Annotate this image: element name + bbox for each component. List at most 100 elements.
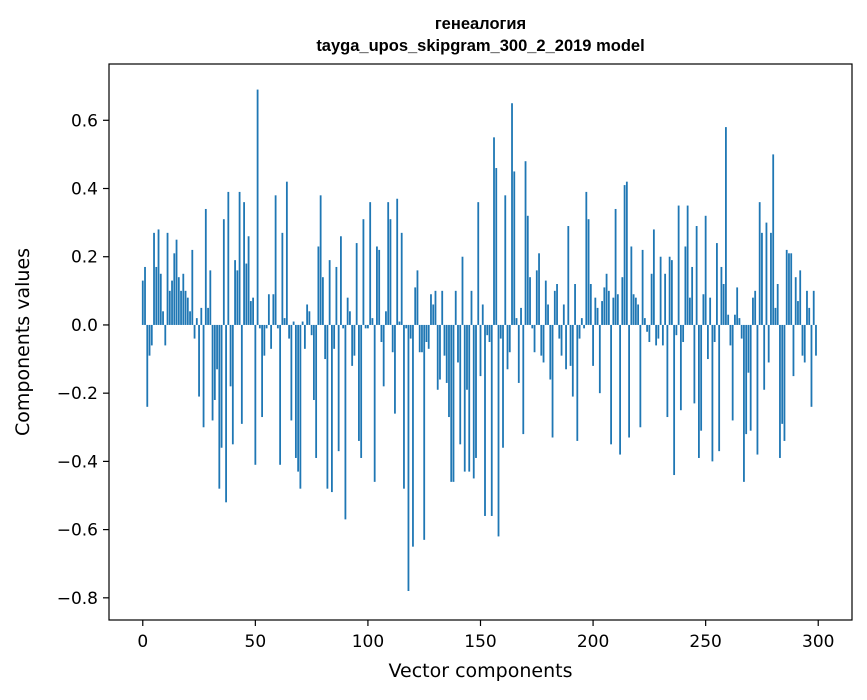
bar [619,324,621,455]
bar [272,294,275,325]
bar [331,324,333,493]
bar [342,324,345,329]
bar [211,324,214,421]
bar [574,284,576,325]
bar [171,280,173,325]
bar [427,324,430,349]
bar [693,324,696,404]
bar [628,324,630,438]
bar [743,324,745,482]
bar [583,324,585,329]
bar [513,171,516,325]
bar [164,324,167,346]
bar [240,324,243,424]
bar [285,181,288,325]
bar [254,324,257,465]
y-axis-label: Components values [12,248,34,436]
bar [522,324,525,435]
bar [450,324,453,482]
bar [180,290,182,325]
bar [603,287,606,325]
y-tick-label: 0.2 [71,248,98,268]
bar [558,324,561,339]
x-axis-label: Vector components [389,660,573,682]
bar [569,324,572,366]
chart-title: генеалогия [435,15,526,33]
bar [290,324,293,421]
x-tick-label: 150 [464,632,496,652]
bar [709,297,712,325]
bar [198,324,200,397]
bar [704,215,707,325]
bar [423,324,426,540]
bar [216,324,218,370]
bar [150,324,153,346]
bar [488,324,491,342]
bar [193,324,196,339]
bar [461,256,464,325]
bar [173,253,176,325]
bar [668,256,671,325]
bar [146,324,149,407]
bar [691,266,694,325]
bar [799,270,802,325]
bar [754,290,757,325]
bar [182,273,185,325]
bar [490,324,493,516]
y-tick-label: −0.6 [57,521,98,541]
bar [529,277,531,325]
bar [396,198,399,325]
bar [571,324,574,397]
bar [770,232,772,325]
bar [655,324,658,346]
bar [306,304,309,325]
bar [788,253,790,325]
bar [812,290,815,325]
bar [634,297,637,325]
bar [542,324,545,363]
bar [326,324,329,489]
bar [267,294,270,325]
bar [772,154,775,325]
bar [781,324,784,424]
bar [166,232,169,325]
bar [454,290,457,325]
bar [436,324,439,390]
bar [141,280,144,325]
bar [576,324,579,441]
bar [470,290,473,325]
bar [245,263,248,325]
bar [243,202,245,325]
bar [756,324,759,455]
bar [148,324,151,356]
bar [752,297,754,325]
bar [448,324,450,418]
bar [252,297,254,325]
bar [607,290,610,325]
bar [562,304,565,325]
bar [675,324,678,336]
bar [303,324,306,349]
bar [385,311,387,325]
y-tick-label: −0.2 [57,384,98,404]
bar [493,137,495,325]
bar [344,324,347,520]
bar [400,232,403,325]
bar [605,273,608,325]
bar [763,324,766,390]
bar [380,324,383,342]
bar [652,229,655,325]
bar [358,324,360,441]
bar [479,324,482,377]
bar [353,324,356,356]
bar [684,246,687,325]
y-tick-label: 0.6 [71,111,98,131]
bar [351,324,354,366]
bar [601,301,603,325]
bar [367,324,369,329]
bar [700,324,703,431]
bar [589,284,592,325]
bar [797,301,799,325]
